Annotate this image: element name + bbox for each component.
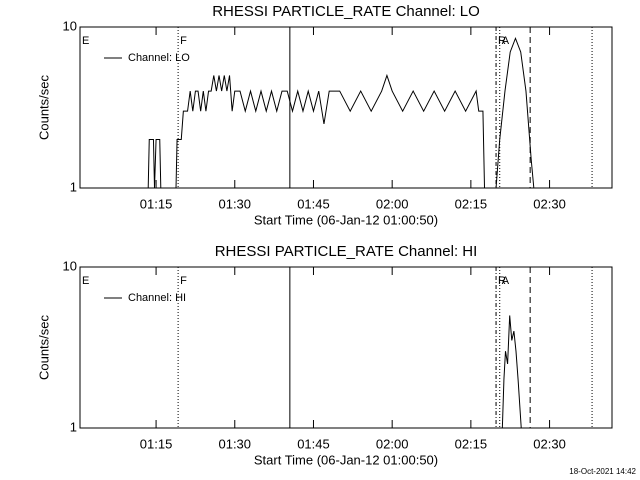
x-tick-label: 01:30 [218, 436, 251, 451]
data-line [147, 36, 535, 189]
chart-title: RHESSI PARTICLE_RATE Channel: HI [215, 243, 478, 260]
x-tick-label: 02:30 [533, 436, 566, 451]
plot-frame [79, 266, 613, 429]
x-tick-label: 01:45 [297, 196, 330, 211]
event-marker-label: E [82, 35, 89, 47]
x-axis-label: Start Time (06-Jan-12 01:00:50) [254, 212, 438, 227]
x-tick-label: 02:15 [455, 436, 488, 451]
y-tick-label: 10 [63, 258, 77, 273]
plot-frame [79, 26, 613, 189]
y-axis-label: Counts/sec [36, 74, 51, 140]
y-tick-label: 1 [70, 179, 77, 194]
legend-label: Channel: HI [128, 292, 186, 304]
event-marker-label: F [180, 275, 187, 287]
x-tick-label: 02:15 [455, 196, 488, 211]
event-marker-label: A [502, 35, 510, 47]
legend-label: Channel: LO [128, 52, 190, 64]
x-tick-label: 02:00 [376, 196, 409, 211]
event-marker-label: A [502, 275, 510, 287]
x-tick-label: 01:30 [218, 196, 251, 211]
y-tick-label: 10 [63, 18, 77, 33]
x-tick-label: 01:45 [297, 436, 330, 451]
x-axis-label: Start Time (06-Jan-12 01:00:50) [254, 452, 438, 467]
x-tick-label: 01:15 [140, 436, 173, 451]
event-marker-label: R [498, 35, 506, 47]
chart-title: RHESSI PARTICLE_RATE Channel: LO [212, 3, 480, 20]
y-tick-label: 1 [70, 419, 77, 434]
x-tick-label: 01:15 [140, 196, 173, 211]
x-tick-label: 02:30 [533, 196, 566, 211]
data-line [501, 315, 522, 429]
event-marker-label: F [180, 35, 187, 47]
event-marker-label: E [82, 275, 89, 287]
y-axis-label: Counts/sec [36, 314, 51, 380]
event-marker-label: R [498, 275, 506, 287]
footer: 18-Oct-2021 14:42 [569, 467, 636, 476]
x-tick-label: 02:00 [376, 436, 409, 451]
